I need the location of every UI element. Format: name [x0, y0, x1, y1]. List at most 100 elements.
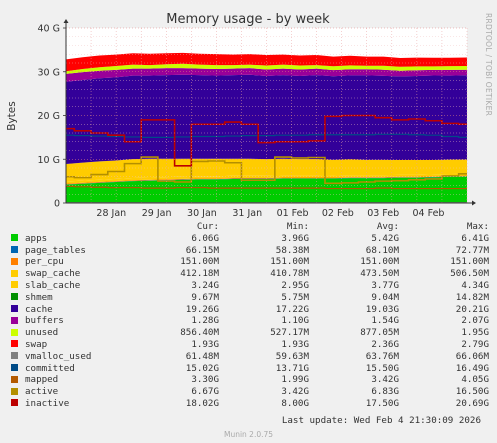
legend-avg-value: 3.42G	[371, 374, 399, 386]
y-tick-label: 0	[54, 199, 60, 210]
legend-cur-value: 15.02G	[185, 362, 219, 374]
legend-min-value: 151.00M	[270, 256, 309, 268]
legend-max-value: 506.50M	[450, 268, 489, 280]
legend-swatch	[11, 269, 18, 277]
legend-series-name: unused	[25, 327, 59, 339]
area-swap	[66, 52, 467, 72]
legend-avg-value: 5.42G	[371, 232, 399, 244]
legend-swatch	[11, 293, 18, 301]
legend-series-name: committed	[25, 362, 75, 374]
legend-cur-value: 1.28G	[191, 315, 219, 327]
legend-cur-value: 1.93G	[191, 338, 219, 350]
legend-min-value: 3.96G	[281, 232, 309, 244]
legend-min-value: 410.78M	[270, 268, 309, 280]
line-mapped	[66, 185, 467, 190]
legend-max-value: 20.69G	[455, 397, 489, 409]
legend-swatch	[11, 399, 18, 407]
legend-min-value: 527.17M	[270, 327, 309, 339]
x-tick-label: 04 Feb	[413, 208, 445, 219]
legend-series-name: mapped	[25, 374, 59, 386]
x-tick-label: 28 Jan	[96, 208, 126, 219]
legend-series-name: inactive	[25, 397, 70, 409]
legend-header-min: Min:	[286, 221, 309, 232]
legend-max-value: 72.77M	[455, 244, 489, 256]
legend-avg-value: 3.77G	[371, 279, 399, 291]
x-axis-arrow-icon	[472, 200, 476, 206]
legend-max-value: 2.07G	[461, 315, 489, 327]
legend-row-unused: unused 856.40M 527.17M 877.05M 1.95G	[11, 327, 489, 339]
y-tick-label: 10 G	[38, 155, 60, 166]
legend-series-name: vmalloc_used	[25, 350, 92, 362]
legend-max-value: 1.95G	[461, 327, 489, 339]
legend-min-value: 58.38M	[275, 244, 309, 256]
legend-row-mapped: mapped 3.30G 1.99G 3.42G 4.05G	[11, 374, 489, 386]
legend-header-max: Max:	[466, 221, 489, 232]
legend-min-value: 8.00G	[281, 397, 309, 409]
legend-swatch	[11, 316, 18, 324]
legend-series-name: buffers	[25, 315, 64, 327]
legend-row-per-cpu: per_cpu 151.00M 151.00M 151.00M 151.00M	[11, 256, 489, 268]
legend-series-name: slab_cache	[25, 279, 81, 291]
y-axis-arrow-icon	[63, 19, 69, 23]
line-active	[66, 156, 467, 185]
area-per-cpu	[66, 175, 467, 185]
legend-avg-value: 473.50M	[360, 268, 399, 280]
last-update: Last update: Wed Feb 4 21:30:09 2026	[281, 415, 481, 426]
legend-cur-value: 9.67M	[191, 291, 219, 303]
legend-row-apps: apps 6.06G 3.96G 5.42G 6.41G	[11, 233, 489, 245]
legend-min-value: 5.75M	[281, 291, 309, 303]
legend-max-value: 2.79G	[461, 338, 489, 350]
legend-series-name: cache	[25, 303, 53, 315]
legend-row-committed: committed 15.02G 13.71G 15.50G 16.49G	[11, 363, 489, 375]
legend-avg-value: 68.10M	[365, 244, 399, 256]
chart-title: Memory usage - by week	[166, 12, 330, 27]
legend-max-value: 16.50G	[455, 386, 489, 398]
legend-min-value: 2.95G	[281, 279, 309, 291]
legend-swatch	[11, 281, 18, 289]
legend-cur-value: 6.06G	[191, 232, 219, 244]
legend-series-name: swap_cache	[25, 268, 81, 280]
legend-cur-value: 61.48M	[185, 350, 219, 362]
legend-series-name: shmem	[25, 291, 53, 303]
legend-avg-value: 63.76M	[365, 350, 399, 362]
y-tick-label: 20 G	[38, 111, 60, 122]
x-tick-label: 29 Jan	[142, 208, 172, 219]
legend-avg-value: 17.50G	[365, 397, 399, 409]
legend-min-value: 13.71G	[275, 362, 309, 374]
munin-footer: Munin 2.0.75	[223, 430, 274, 439]
legend-swatch	[11, 328, 18, 336]
y-axis-label: Bytes	[6, 101, 18, 130]
legend-swatch	[11, 234, 18, 242]
legend-row-shmem: shmem 9.67M 5.75M 9.04M 14.82M	[11, 292, 489, 304]
legend-swatch	[11, 305, 18, 313]
legend-cur-value: 6.67G	[191, 386, 219, 398]
legend-swatch	[11, 257, 18, 265]
legend-cur-value: 856.40M	[180, 327, 219, 339]
legend-header-cur: Cur:	[196, 221, 219, 232]
legend-row-vmalloc-used: vmalloc_used 61.48M 59.63M 63.76M 66.06M	[11, 351, 489, 363]
legend-cur-value: 151.00M	[180, 256, 219, 268]
legend-cur-value: 3.30G	[191, 374, 219, 386]
legend-swatch	[11, 246, 18, 254]
legend-row-buffers: buffers 1.28G 1.10G 1.54G 2.07G	[11, 315, 489, 327]
legend-cur-value: 3.24G	[191, 279, 219, 291]
legend-row-cache: cache 19.26G 17.22G 19.03G 20.21G	[11, 304, 489, 316]
legend-table: Cur: Min: Avg: Max: apps 6.06G 3.96G 5.42G 6…	[11, 221, 489, 410]
legend-max-value: 14.82M	[455, 291, 489, 303]
legend-swatch	[11, 364, 18, 372]
legend-series-name: active	[25, 386, 59, 398]
legend-max-value: 4.34G	[461, 279, 489, 291]
legend-min-value: 1.99G	[281, 374, 309, 386]
legend-cur-value: 66.15M	[185, 244, 219, 256]
y-tick-label: 40 G	[38, 24, 60, 35]
legend-max-value: 6.41G	[461, 232, 489, 244]
legend-header-name	[11, 221, 129, 233]
legend-series-name: swap	[25, 338, 48, 350]
legend-min-value: 1.10G	[281, 315, 309, 327]
rrdtool-side-label: RRDTOOL / TOBI OETIKER	[484, 13, 493, 116]
legend-avg-value: 151.00M	[360, 256, 399, 268]
legend-swatch	[11, 375, 18, 383]
legend-avg-value: 19.03G	[365, 303, 399, 315]
legend-min-value: 17.22G	[275, 303, 309, 315]
